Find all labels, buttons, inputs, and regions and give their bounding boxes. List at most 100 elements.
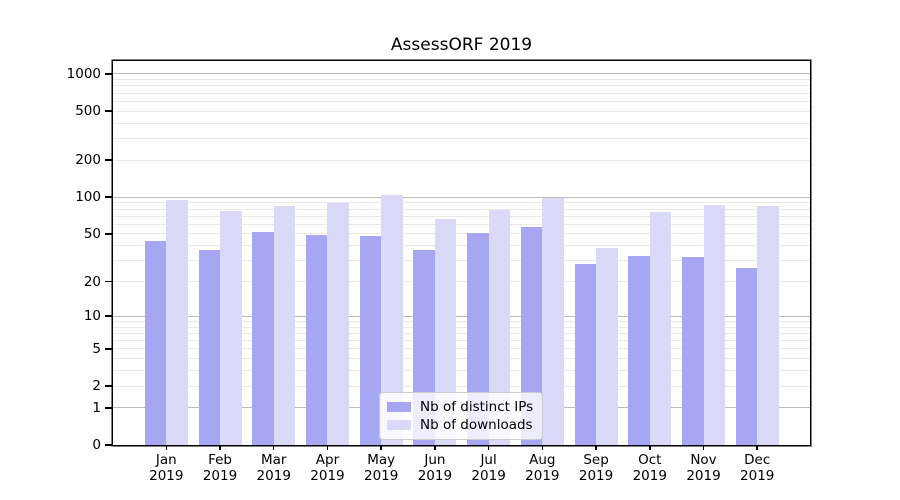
x-axis-tick <box>380 445 382 450</box>
minor-gridline <box>113 260 810 262</box>
x-axis-tick-label: Jun 2019 <box>417 452 453 484</box>
minor-gridline <box>113 358 810 360</box>
minor-gridline <box>113 281 810 282</box>
major-gridline <box>113 73 810 75</box>
y-axis-tick-label: 2 <box>92 378 101 394</box>
major-gridline <box>113 315 810 317</box>
minor-gridline <box>113 340 810 341</box>
bar-distinct-ips-jan <box>144 240 167 445</box>
y-axis-tick-label: 50 <box>83 225 101 242</box>
bar-distinct-ips-may <box>359 236 382 445</box>
plot-area <box>113 61 810 445</box>
bar-distinct-ips-oct <box>628 255 650 445</box>
x-axis-tick-label: Dec 2019 <box>740 452 775 484</box>
minor-gridline <box>113 202 810 204</box>
bar-downloads-feb <box>220 211 242 445</box>
minor-gridline <box>113 79 810 81</box>
x-axis-tick-label: Jul 2019 <box>471 452 506 484</box>
bar-downloads-mar <box>273 205 296 445</box>
bar-downloads-jun <box>434 219 457 445</box>
x-axis-tick-label: Jan 2019 <box>149 452 184 484</box>
y-axis-tick <box>105 233 112 235</box>
minor-gridline <box>113 92 810 94</box>
bar-distinct-ips-aug <box>520 226 543 445</box>
minor-gridline <box>113 370 810 372</box>
bar-distinct-ips-apr <box>305 234 328 445</box>
bar-downloads-oct <box>649 211 672 445</box>
y-axis-tick <box>105 110 112 112</box>
bar-downloads-may <box>381 194 403 445</box>
x-axis-tick <box>434 445 436 450</box>
bar-downloads-nov <box>703 205 725 445</box>
legend-item-distinct-ips: Nb of distinct IPs <box>387 398 533 416</box>
bar-distinct-ips-sep <box>574 264 597 445</box>
bar-downloads-aug <box>542 198 564 445</box>
y-axis-tick <box>105 196 112 198</box>
legend-item-downloads: Nb of downloads <box>387 416 533 434</box>
bar-downloads-jul <box>488 210 511 445</box>
y-axis-tick-label: 1 <box>92 399 101 416</box>
y-axis-tick <box>105 385 112 387</box>
x-axis-tick <box>487 445 490 450</box>
y-axis-tick <box>105 348 112 350</box>
y-axis-tick-label: 200 <box>75 152 101 169</box>
x-axis-tick-label: Oct 2019 <box>632 452 667 484</box>
x-axis-tick-label: May 2019 <box>363 452 399 484</box>
x-axis-tick <box>541 445 544 450</box>
legend-label-distinct-ips: Nb of distinct IPs <box>420 399 534 415</box>
y-axis-tick-label: 1000 <box>66 65 101 82</box>
legend: Nb of distinct IPs Nb of downloads <box>379 392 544 440</box>
x-axis-tick-label: Sep 2019 <box>578 452 614 484</box>
x-axis-tick-label: Nov 2019 <box>686 452 721 484</box>
bar-distinct-ips-feb <box>198 249 221 445</box>
minor-gridline <box>113 122 810 124</box>
x-axis-tick-label: Feb 2019 <box>202 452 238 484</box>
minor-gridline <box>113 138 810 140</box>
minor-gridline <box>113 208 810 210</box>
minor-gridline <box>113 332 810 334</box>
x-axis-tick-label: Aug 2019 <box>525 452 560 484</box>
x-axis-tick <box>219 445 221 450</box>
y-axis-tick-label: 10 <box>83 308 101 325</box>
y-axis-tick <box>105 315 112 317</box>
x-axis-tick <box>326 445 329 450</box>
x-axis-tick <box>595 445 597 450</box>
legend-swatch-distinct-ips <box>387 402 411 412</box>
x-axis-tick-label: Apr 2019 <box>310 452 345 484</box>
legend-swatch-downloads <box>387 420 411 430</box>
chart-title: AssessORF 2019 <box>390 35 533 55</box>
bar-distinct-ips-dec <box>735 268 758 445</box>
bar-distinct-ips-mar <box>252 231 274 445</box>
bar-distinct-ips-nov <box>682 257 704 445</box>
minor-gridline <box>113 348 810 350</box>
y-axis-tick-label: 0 <box>92 437 101 453</box>
bar-downloads-dec <box>757 205 779 445</box>
y-axis-tick-label: 20 <box>83 273 101 290</box>
minor-gridline <box>113 159 810 161</box>
bar-downloads-apr <box>327 202 349 445</box>
minor-gridline <box>113 233 810 235</box>
y-axis-tick <box>105 73 112 75</box>
minor-gridline <box>113 245 810 247</box>
y-axis-tick-label: 5 <box>92 340 101 357</box>
y-axis-tick <box>105 444 112 446</box>
bar-distinct-ips-jul <box>467 232 489 445</box>
y-axis-tick <box>105 159 112 161</box>
major-gridline <box>113 196 810 198</box>
x-axis-tick-label: Mar 2019 <box>256 452 291 484</box>
y-axis-tick-label: 500 <box>75 103 101 120</box>
minor-gridline <box>113 385 810 387</box>
y-axis-tick <box>105 407 112 409</box>
minor-gridline <box>113 85 810 87</box>
minor-gridline <box>113 100 810 102</box>
legend-label-downloads: Nb of downloads <box>420 417 533 433</box>
minor-gridline <box>113 110 810 112</box>
y-axis-tick-label: 100 <box>75 189 101 206</box>
x-axis-tick <box>649 445 651 450</box>
x-axis-tick <box>272 445 275 450</box>
y-axis-tick <box>105 280 112 283</box>
minor-gridline <box>113 215 810 217</box>
bar-downloads-sep <box>596 248 618 445</box>
x-axis-tick <box>756 445 758 450</box>
